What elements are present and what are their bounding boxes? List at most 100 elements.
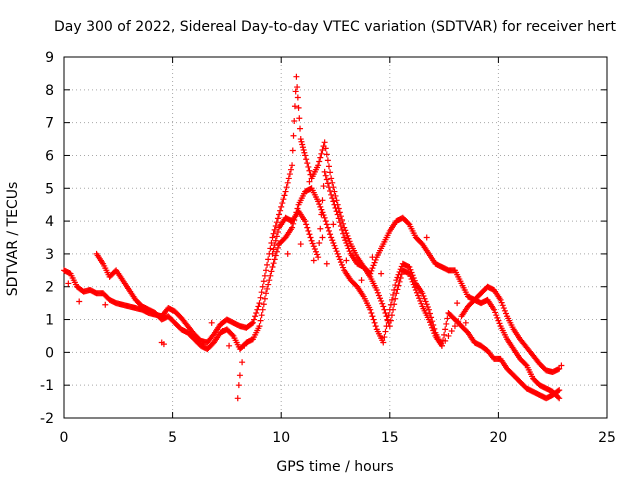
data-point bbox=[448, 328, 455, 335]
data-point bbox=[283, 184, 290, 191]
data-point bbox=[378, 270, 385, 277]
data-point bbox=[340, 264, 347, 271]
data-point bbox=[339, 261, 346, 268]
data-point bbox=[160, 341, 167, 348]
data-point bbox=[393, 290, 400, 297]
data-point bbox=[284, 250, 291, 257]
data-point bbox=[271, 242, 278, 249]
data-point bbox=[342, 237, 349, 244]
data-point bbox=[293, 73, 300, 80]
data-point bbox=[317, 225, 324, 232]
data-point bbox=[410, 281, 417, 288]
y-tick-label: 2 bbox=[45, 280, 54, 296]
data-point bbox=[292, 88, 299, 95]
data-point bbox=[369, 254, 376, 261]
data-point bbox=[253, 309, 260, 316]
data-point bbox=[372, 256, 379, 263]
data-point bbox=[425, 306, 432, 313]
data-point bbox=[325, 184, 332, 191]
data-point bbox=[305, 163, 312, 170]
data-point bbox=[556, 395, 563, 402]
data-point bbox=[344, 232, 351, 239]
y-tick-label: 3 bbox=[45, 247, 54, 263]
data-point bbox=[330, 239, 337, 246]
data-point bbox=[501, 307, 508, 314]
data-point bbox=[305, 227, 312, 234]
data-point bbox=[302, 218, 309, 225]
data-point bbox=[442, 337, 449, 344]
data-point bbox=[303, 156, 310, 163]
data-point bbox=[297, 136, 304, 143]
data-point bbox=[266, 277, 273, 284]
data-point bbox=[451, 323, 458, 330]
data-point bbox=[388, 296, 395, 303]
data-point bbox=[336, 219, 343, 226]
data-point bbox=[332, 245, 339, 252]
data-point bbox=[102, 301, 109, 308]
data-point bbox=[415, 292, 422, 299]
points-layer bbox=[61, 73, 565, 402]
data-point bbox=[499, 302, 506, 309]
data-point bbox=[309, 240, 316, 247]
data-point bbox=[377, 295, 384, 302]
data-point bbox=[383, 313, 390, 320]
data-point bbox=[327, 188, 334, 195]
data-point bbox=[270, 246, 277, 253]
data-point bbox=[556, 365, 563, 372]
data-point bbox=[324, 224, 331, 231]
data-point bbox=[285, 175, 292, 182]
data-point bbox=[327, 231, 334, 238]
data-point bbox=[371, 259, 378, 266]
data-point bbox=[497, 296, 504, 303]
data-point bbox=[296, 115, 303, 122]
data-point bbox=[380, 339, 387, 346]
data-point bbox=[306, 178, 313, 185]
y-tick-label: 0 bbox=[45, 345, 54, 361]
data-point bbox=[331, 201, 338, 208]
data-point bbox=[498, 299, 505, 306]
data-point bbox=[268, 268, 275, 275]
data-point bbox=[320, 183, 327, 190]
data-point bbox=[382, 309, 389, 316]
data-point bbox=[522, 361, 529, 368]
data-point bbox=[271, 256, 278, 263]
data-point bbox=[316, 239, 323, 246]
chart-title: Day 300 of 2022, Sidereal Day-to-day VTE… bbox=[54, 19, 616, 35]
data-point bbox=[316, 158, 323, 165]
axes-layer: 0 5 10 15 20 25 -2 -1 0 1 2 3 4 5 6 7 8 9 bbox=[40, 50, 616, 446]
data-point bbox=[328, 175, 335, 182]
data-point bbox=[387, 317, 394, 324]
data-point bbox=[264, 285, 271, 292]
data-point bbox=[315, 162, 322, 169]
data-point bbox=[369, 265, 376, 272]
data-point bbox=[291, 117, 298, 124]
data-point bbox=[438, 342, 445, 349]
data-point bbox=[346, 238, 353, 245]
y-axis-label: SDTVAR / TECUs bbox=[5, 182, 21, 297]
data-point bbox=[208, 319, 215, 326]
data-point bbox=[418, 300, 425, 307]
data-point bbox=[308, 237, 315, 244]
data-point bbox=[312, 248, 319, 255]
data-point bbox=[260, 301, 267, 308]
data-point bbox=[335, 253, 342, 260]
y-tick-label: 1 bbox=[45, 313, 54, 329]
data-point bbox=[270, 260, 277, 267]
data-point bbox=[209, 332, 216, 339]
data-point bbox=[319, 234, 326, 241]
data-point bbox=[345, 235, 352, 242]
data-point bbox=[262, 267, 269, 274]
data-point bbox=[269, 234, 276, 241]
data-point bbox=[286, 171, 293, 178]
data-point bbox=[340, 230, 347, 237]
data-point bbox=[315, 198, 322, 205]
data-point bbox=[500, 305, 507, 312]
data-point bbox=[454, 300, 461, 307]
data-point bbox=[370, 316, 377, 323]
data-point bbox=[323, 221, 330, 228]
data-point bbox=[299, 144, 306, 151]
data-point bbox=[333, 197, 340, 204]
data-point bbox=[405, 220, 412, 227]
data-point bbox=[304, 160, 311, 167]
